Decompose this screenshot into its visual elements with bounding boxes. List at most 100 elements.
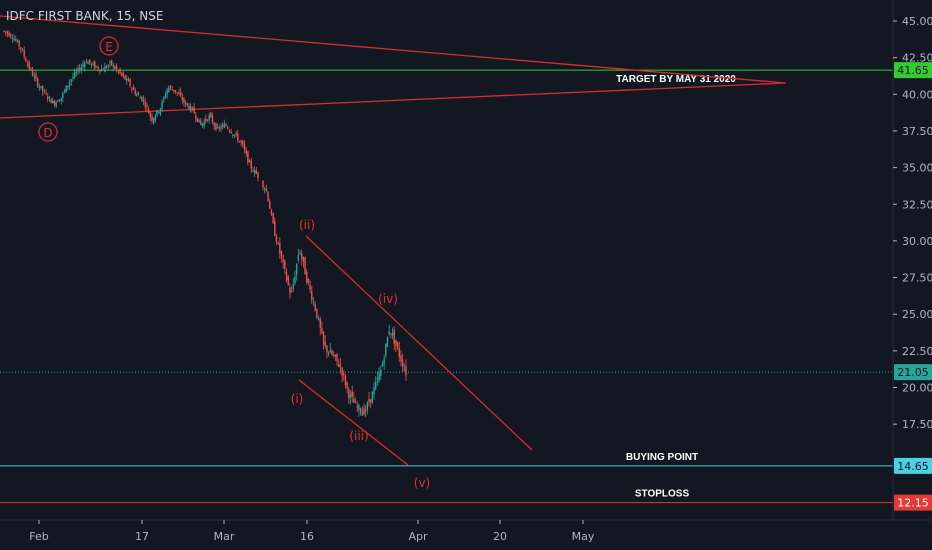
price-levels: 41.65 21.05 14.65 12.15 TARGET BY MAY 31 202… bbox=[0, 62, 932, 511]
y-tick-label: 27.50 bbox=[902, 272, 932, 285]
candle-body bbox=[312, 301, 315, 303]
candle-body bbox=[168, 87, 170, 92]
candle-body bbox=[57, 100, 59, 102]
candle-body bbox=[188, 105, 190, 110]
candle-body bbox=[31, 70, 34, 76]
candle-body bbox=[159, 108, 162, 115]
candle-body bbox=[237, 133, 239, 141]
candle-body bbox=[348, 389, 350, 398]
candle-body bbox=[301, 253, 303, 259]
candle-body bbox=[67, 85, 69, 88]
candle-body bbox=[262, 180, 264, 188]
candle-body bbox=[124, 75, 126, 80]
candle-body bbox=[26, 63, 29, 65]
candle-body bbox=[176, 92, 178, 94]
candle-body bbox=[109, 61, 111, 64]
candle-body bbox=[43, 91, 46, 93]
candle-body bbox=[40, 86, 42, 88]
x-tick-label: Apr bbox=[408, 530, 428, 543]
candle-body bbox=[173, 89, 175, 92]
candle-body bbox=[255, 170, 258, 174]
candle-body bbox=[97, 66, 99, 70]
candle-body bbox=[3, 30, 5, 32]
candle-body bbox=[238, 141, 241, 143]
candle-body bbox=[385, 343, 387, 356]
candle-body bbox=[317, 318, 320, 320]
candle-body bbox=[376, 377, 379, 380]
candle-body bbox=[227, 126, 229, 129]
candle-body bbox=[285, 272, 288, 280]
candle-body bbox=[228, 130, 231, 132]
candle-body bbox=[72, 76, 74, 79]
candle-body bbox=[306, 272, 308, 283]
candle-body bbox=[235, 132, 237, 135]
candle-body bbox=[284, 260, 286, 269]
candle-body bbox=[242, 141, 244, 145]
candle-body bbox=[211, 116, 214, 123]
candle-body bbox=[94, 61, 96, 69]
candle-body bbox=[38, 86, 41, 88]
candle-body bbox=[122, 73, 125, 76]
candle-body bbox=[391, 333, 394, 336]
candle-body bbox=[336, 353, 338, 362]
candle-body bbox=[73, 72, 76, 78]
candle-body bbox=[247, 151, 249, 163]
candle-body bbox=[248, 160, 251, 163]
candle-body bbox=[267, 191, 269, 201]
candle-body bbox=[48, 97, 51, 99]
candle-body bbox=[250, 160, 252, 169]
candle-body bbox=[324, 341, 326, 347]
candle-body bbox=[354, 402, 357, 404]
candle-body bbox=[184, 102, 187, 105]
candle-body bbox=[326, 345, 328, 352]
candle-body bbox=[375, 381, 377, 389]
candle-body bbox=[132, 87, 135, 90]
candles bbox=[3, 30, 407, 418]
candle-body bbox=[142, 99, 145, 102]
candle-body bbox=[201, 123, 204, 126]
candle-body bbox=[304, 257, 306, 275]
candle-body bbox=[356, 406, 358, 408]
y-tick-label: 37.50 bbox=[902, 125, 932, 138]
candle-body bbox=[343, 372, 345, 376]
candle-body bbox=[257, 172, 259, 178]
candle-body bbox=[269, 201, 271, 209]
candle-body bbox=[322, 331, 325, 344]
candle-body bbox=[171, 89, 173, 91]
candle-body bbox=[319, 318, 321, 328]
candle-body bbox=[232, 134, 234, 136]
candle-body bbox=[87, 61, 89, 65]
candle-body bbox=[151, 116, 153, 121]
candle-body bbox=[245, 150, 247, 154]
candle-body bbox=[62, 93, 64, 99]
candle-body bbox=[279, 242, 281, 254]
candle-body bbox=[368, 398, 370, 403]
wave-label-iii: (iii) bbox=[349, 429, 368, 443]
candle-body bbox=[10, 35, 12, 37]
candle-body bbox=[78, 68, 81, 71]
buy-text: BUYING POINT bbox=[626, 452, 698, 463]
candle-body bbox=[127, 78, 130, 82]
candle-body bbox=[275, 236, 278, 243]
candle-body bbox=[84, 62, 86, 67]
buy-level-badge bbox=[894, 457, 932, 474]
candle-body bbox=[154, 115, 157, 121]
candle-body bbox=[302, 256, 305, 262]
candle-body bbox=[144, 101, 146, 107]
candle-body bbox=[311, 291, 313, 301]
candle-body bbox=[33, 76, 35, 78]
trendlines bbox=[0, 15, 787, 466]
candle-body bbox=[393, 329, 395, 344]
candle-body bbox=[243, 144, 246, 150]
candle-body bbox=[364, 410, 367, 412]
candle-body bbox=[193, 107, 195, 114]
candle-body bbox=[380, 369, 382, 376]
candle-body bbox=[183, 98, 185, 103]
candle-body bbox=[390, 333, 392, 335]
current-level-badge bbox=[894, 364, 932, 381]
candle-body bbox=[363, 408, 365, 415]
candle-body bbox=[63, 90, 66, 93]
x-tick-label: 20 bbox=[493, 530, 507, 543]
